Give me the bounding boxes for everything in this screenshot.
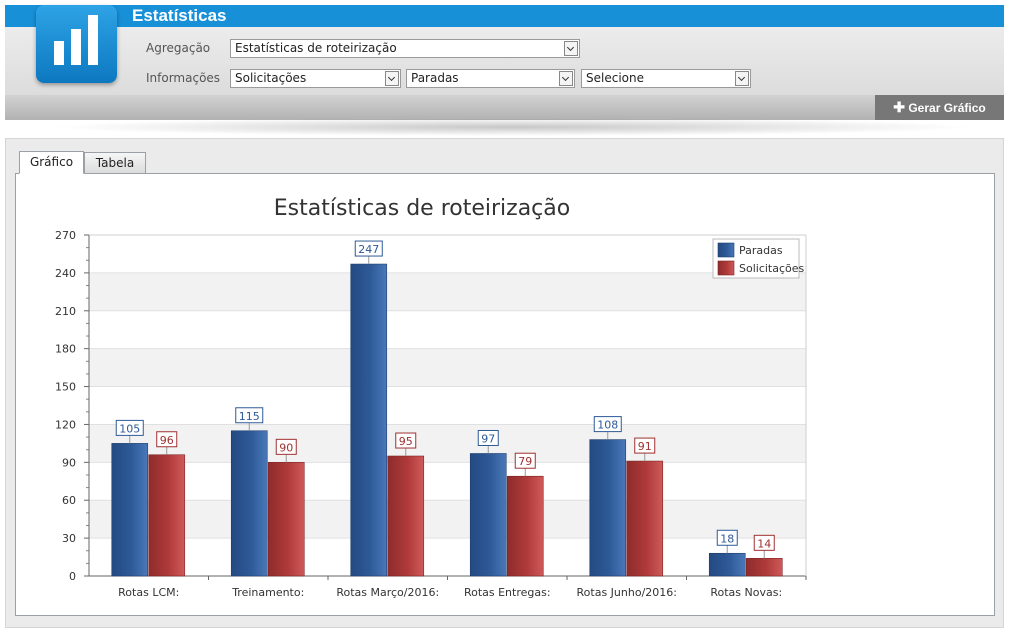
generate-chart-label: Gerar Gráfico: [908, 101, 986, 115]
plus-icon: ✚: [893, 99, 905, 115]
generate-chart-button[interactable]: ✚ Gerar Gráfico: [875, 95, 1004, 120]
chart-panel: [15, 173, 995, 616]
info-select-3[interactable]: Selecione: [581, 69, 751, 88]
aggregation-select-value: Estatísticas de roteirização: [235, 41, 397, 55]
chevron-down-icon[interactable]: [559, 71, 573, 86]
action-bar: [5, 95, 1004, 120]
info-select-2-value: Paradas: [411, 71, 459, 85]
info-select-2[interactable]: Paradas: [406, 69, 575, 88]
info-select-3-value: Selecione: [586, 71, 644, 85]
aggregation-select[interactable]: Estatísticas de roteirização: [230, 39, 580, 58]
chevron-down-icon[interactable]: [385, 71, 399, 86]
info-label: Informações: [146, 71, 221, 85]
chevron-down-icon[interactable]: [735, 71, 749, 86]
tab-grafico[interactable]: Gráfico: [19, 151, 84, 174]
bar-chart-icon: [36, 5, 117, 83]
header-shadow: [48, 118, 978, 136]
tab-tabela[interactable]: Tabela: [84, 152, 146, 174]
info-select-1[interactable]: Solicitações: [230, 69, 401, 88]
aggregation-label: Agregação: [146, 41, 211, 55]
page-title: Estatísticas: [132, 6, 227, 25]
chevron-down-icon[interactable]: [564, 41, 578, 56]
title-bar: [5, 5, 1004, 27]
info-select-1-value: Solicitações: [235, 71, 307, 85]
